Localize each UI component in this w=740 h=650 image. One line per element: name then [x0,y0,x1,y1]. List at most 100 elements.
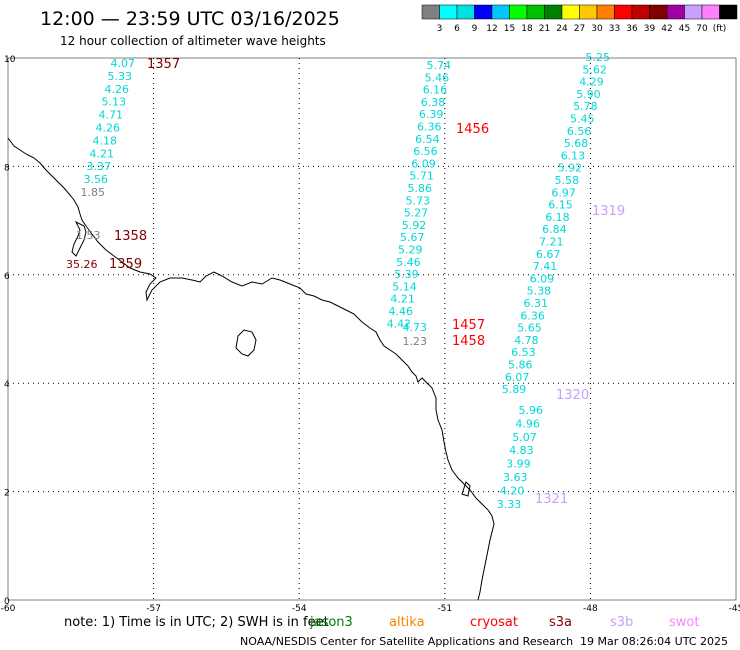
legend-swatch [474,4,493,20]
x-tick-label: -54 [292,604,307,614]
legend-label: 30 [591,24,603,34]
wave-height-value: 5.74 [427,59,452,72]
wave-height-value: 4.18 [93,134,118,147]
wave-height-value: 5.27 [404,207,429,220]
wave-height-value: 6.09 [411,157,436,170]
legend-swatch [701,4,720,20]
wave-height-value: 4.26 [96,122,121,135]
coastline-mainland [7,137,495,601]
satellite-s3b: s3b [610,615,633,630]
wave-height-value: 6.53 [511,346,536,359]
wave-height-value: 4.07 [111,57,136,70]
legend-label: 39 [644,24,656,34]
legend-swatch [456,4,475,20]
pass-time-label: 1321 [535,492,568,507]
wave-height-value: 5.86 [508,359,533,372]
wave-height-value: 5.39 [394,268,419,281]
wave-height-value: 4.42 [387,317,412,330]
legend-swatch [439,4,458,20]
legend-label: 9 [472,24,478,34]
wave-height-value: 4.78 [514,334,539,347]
track-pass-1456: 5.745.466.166.386.396.366.546.566.095.71… [387,59,489,330]
legend-label: 45 [679,24,690,34]
wave-height-value: 5.65 [517,322,542,335]
wave-height-value: 4.21 [90,147,115,160]
pass-time-label: 1359 [109,257,142,272]
legend-label: 6 [454,24,460,34]
x-tick-label: -57 [146,604,161,614]
wave-height-value: 6.36 [520,309,545,322]
pass-time-label: 1458 [452,334,485,349]
track-pass-1319: 5.255.624.295.905.785.456.565.686.135.92… [502,51,625,396]
wave-height-value: 4.73 [403,321,428,334]
legend-label: (ft) [713,24,727,34]
y-tick-label: 2 [4,489,10,499]
wave-height-value: 5.92 [402,219,427,232]
wave-height-value: 5.86 [408,182,433,195]
pass-time-label: 1320 [556,388,589,403]
legend-label: 33 [609,24,620,34]
wave-height-value: 4.26 [105,83,130,96]
wave-height-value: 5.89 [502,383,527,396]
x-tick-label: -51 [437,604,452,614]
map-grid: -60 -57 -54 -51 -48 -45 0 2 4 6 8 10 [1,55,740,614]
wave-height-value: 5.96 [519,404,544,417]
legend-label: 21 [539,24,550,34]
track-pass-1320: 5.964.965.074.833.993.634.203.33 1320 [497,388,589,511]
wave-height-value: 3.99 [506,458,531,471]
legend-label: 12 [486,24,497,34]
legend-label: 24 [556,24,568,34]
wave-height-value: 6.31 [524,297,549,310]
y-tick-label: 4 [4,380,10,390]
wave-height-value: 5.92 [558,162,583,175]
wave-height-value: 5.71 [409,170,434,183]
footer-credit: NOAA/NESDIS Center for Satellite Applica… [240,635,573,648]
wave-height-value: 7.21 [539,236,564,249]
wave-height-value: 5.29 [398,244,423,257]
wave-height-value: 5.67 [400,231,425,244]
legend-swatch [561,4,580,20]
map-subtitle: 12 hour collection of altimeter wave hei… [60,34,326,48]
legend-swatch [491,4,510,20]
wave-height-value: 5.90 [576,88,601,101]
legend-label: 3 [437,24,443,34]
pass-time-label: 1358 [114,229,147,244]
wave-height-value: 6.38 [421,96,446,109]
legend-swatch [649,4,668,20]
wave-height-value: 4.83 [509,444,534,457]
x-tick-label: -48 [583,604,598,614]
pass-time-label: 1319 [592,204,625,219]
legend-swatch [509,4,528,20]
y-tick-label: 6 [4,272,10,282]
wave-height-value: 5.68 [564,137,589,150]
legend-label: 18 [521,24,533,34]
wave-height-value: 7.41 [533,260,558,273]
altimeter-tracks: 4.075.334.265.134.714.264.184.213.373.56… [66,51,625,511]
satellite-altika: altika [389,615,425,630]
wave-height-value: 5.07 [512,431,537,444]
wave-height-value: 4.71 [99,109,124,122]
footer-timestamp: 19 Mar 08:26:04 UTC 2025 [580,635,728,648]
legend-swatch [719,4,738,20]
legend-swatch [579,4,598,20]
track-pass-1358: 1.53 1358 [76,229,147,244]
track-pass-1321: 1321 [535,492,568,507]
legend-label: 27 [574,24,585,34]
wave-height-value: 5.33 [108,70,133,83]
wave-height-value: 5.25 [586,51,611,64]
coastline-island-small [461,481,471,497]
coastline [7,137,495,601]
wave-height-color-legend: 3 6 9 12 15 18 21 24 27 30 33 36 39 42 45 70 (ft) [421,4,738,34]
wave-height-value: 6.15 [548,199,573,212]
legend-swatch [526,4,545,20]
wave-height-value: 5.14 [392,280,417,293]
wave-height-value: 6.56 [567,125,592,138]
wave-height-value: 35.26 [66,258,98,271]
legend-label: 42 [661,24,672,34]
track-pass-1457: 4.73 1457 [403,318,486,334]
wave-height-value: 5.73 [406,194,431,207]
wave-height-value: 5.46 [425,71,450,84]
x-tick-label: -45 [729,604,740,614]
legend-swatch [631,4,650,20]
legend-label: 36 [626,24,638,34]
